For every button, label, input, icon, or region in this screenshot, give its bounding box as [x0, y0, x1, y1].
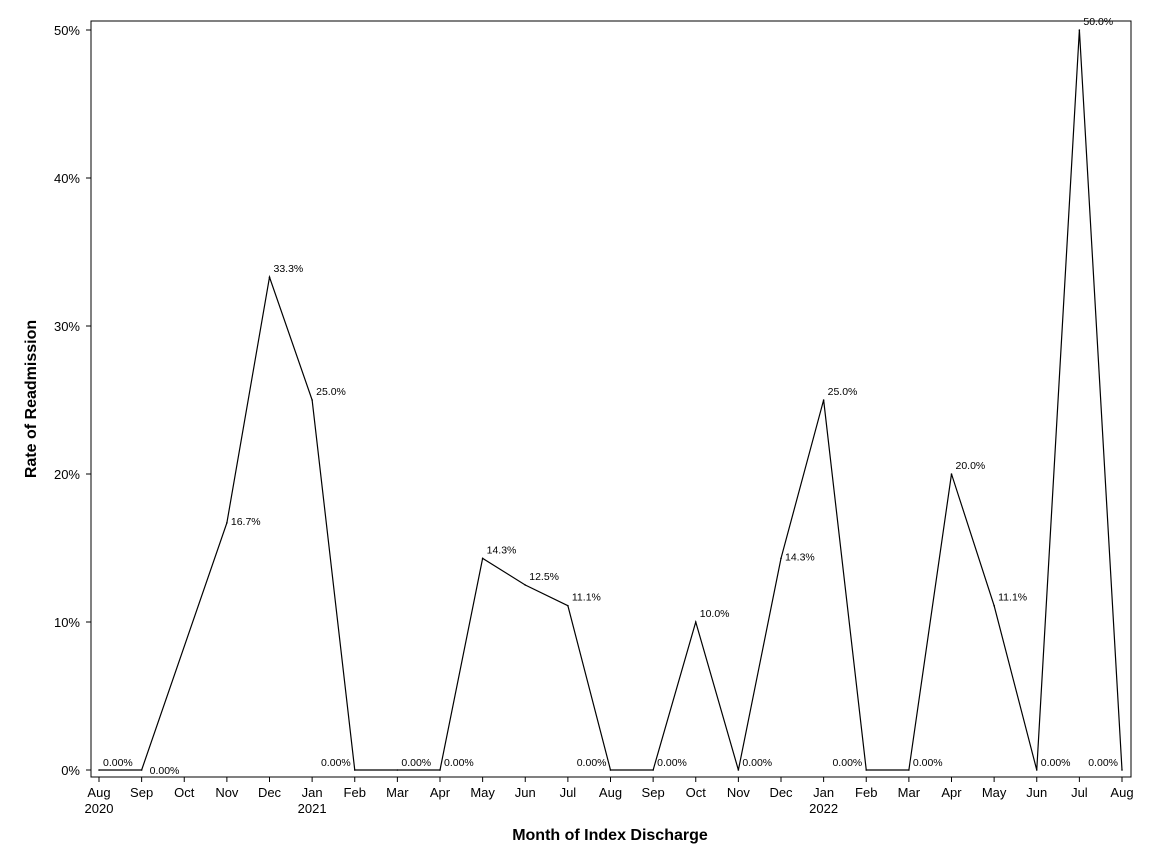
x-tick-label: Jul — [560, 785, 577, 800]
x-tick-label: Oct — [174, 785, 195, 800]
data-label: 20.0% — [956, 460, 986, 472]
data-point — [694, 621, 697, 623]
data-point — [439, 769, 441, 771]
x-tick-label: Sep — [642, 785, 665, 800]
data-point — [822, 399, 825, 401]
series-line — [99, 29, 1123, 771]
data-point — [98, 769, 100, 771]
data-label: 0.00% — [321, 757, 351, 769]
x-tick-label: Feb — [855, 785, 877, 800]
data-point — [567, 604, 569, 607]
data-point — [908, 769, 910, 771]
plot-area-frame — [90, 20, 1132, 778]
x-tick-label: Jan — [813, 785, 834, 800]
data-point — [481, 557, 484, 560]
data-label: 14.3% — [785, 551, 815, 563]
data-label: 0.00% — [657, 757, 687, 769]
data-label: 16.7% — [231, 516, 261, 528]
x-tick-label: Dec — [769, 785, 793, 800]
y-tick-label: 30% — [54, 319, 80, 334]
data-label: 14.3% — [487, 544, 517, 556]
y-axis-title: Rate of Readmission — [23, 320, 40, 478]
data-point — [609, 769, 612, 771]
data-label: 0.00% — [577, 757, 607, 769]
y-tick-label: 50% — [54, 23, 80, 38]
x-tick-label: Feb — [344, 785, 366, 800]
x-tick-label: May — [982, 785, 1007, 800]
data-label: 0.00% — [1088, 757, 1118, 769]
x-tick-label: Aug — [87, 785, 110, 800]
x-tick-year-label: 2022 — [809, 801, 838, 816]
data-label: 50.0% — [1083, 16, 1113, 28]
data-labels: 0.00% 0.00% 16.7% 33.3% 25.0% 0.00% 0.00% 0.00%… — [103, 16, 1118, 777]
y-tick-label: 10% — [54, 615, 80, 630]
data-label: 11.1% — [572, 592, 601, 604]
data-label: 0.00% — [103, 757, 133, 769]
y-tick-label: 40% — [54, 171, 80, 186]
data-label: 33.3% — [274, 263, 304, 275]
data-point — [993, 604, 995, 607]
data-point — [1121, 769, 1123, 771]
x-axis-title: Month of Index Discharge — [512, 827, 708, 844]
x-tick-label: Aug — [1110, 785, 1133, 800]
data-label: 11.1% — [998, 592, 1027, 604]
series-layer — [98, 29, 1123, 771]
x-tick-label: Apr — [430, 785, 451, 800]
data-point — [1078, 29, 1081, 31]
data-label: 25.0% — [828, 386, 858, 398]
data-point — [226, 522, 228, 524]
x-tick-label: Jun — [515, 785, 536, 800]
data-point — [652, 769, 654, 771]
data-point — [737, 769, 740, 771]
y-axis: 0% 10% 20% 30% 40% 50% — [54, 23, 91, 778]
y-tick-label: 0% — [61, 763, 80, 778]
data-point — [865, 769, 868, 771]
data-label: 0.00% — [742, 757, 772, 769]
data-point — [311, 399, 313, 401]
x-tick-label: Aug — [599, 785, 622, 800]
data-label: 10.0% — [700, 608, 730, 620]
data-label: 0.00% — [832, 757, 862, 769]
data-label: 12.5% — [529, 571, 559, 583]
x-tick-label: Jan — [302, 785, 323, 800]
x-tick-label: Oct — [686, 785, 707, 800]
data-point — [780, 557, 782, 560]
x-tick-label: Jun — [1026, 785, 1047, 800]
data-point — [353, 769, 356, 771]
data-point — [140, 769, 143, 771]
x-tick-label: May — [470, 785, 495, 800]
x-tick-label: Nov — [215, 785, 239, 800]
x-tick-year-label: 2021 — [298, 801, 327, 816]
data-label: 0.00% — [401, 757, 431, 769]
data-label: 25.0% — [316, 386, 346, 398]
data-point — [396, 769, 399, 771]
data-point — [524, 584, 527, 586]
y-tick-label: 20% — [54, 467, 80, 482]
x-tick-label: Mar — [386, 785, 409, 800]
x-tick-label: Jul — [1071, 785, 1088, 800]
x-tick-label: Sep — [130, 785, 153, 800]
data-label: 0.00% — [1041, 757, 1071, 769]
data-label: 0.00% — [150, 765, 180, 777]
data-label: 0.00% — [444, 757, 474, 769]
x-tick-year-label: 2020 — [85, 801, 114, 816]
data-point — [950, 473, 953, 475]
x-tick-label: Dec — [258, 785, 282, 800]
x-tick-label: Nov — [727, 785, 751, 800]
data-point — [1035, 769, 1038, 771]
data-label: 0.00% — [913, 757, 943, 769]
x-tick-label: Mar — [898, 785, 921, 800]
x-tick-label: Apr — [941, 785, 962, 800]
data-point — [268, 276, 271, 278]
